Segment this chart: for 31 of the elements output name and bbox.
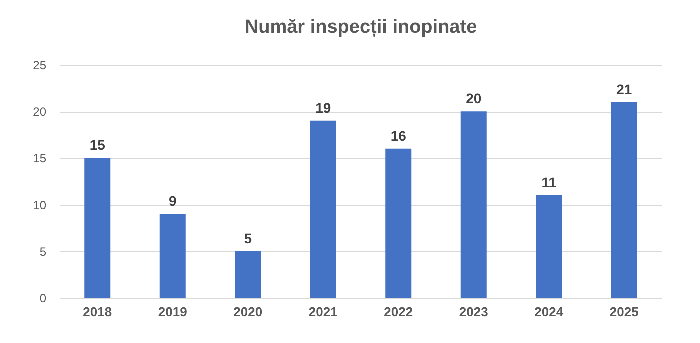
x-tick-label: 2024 — [534, 304, 564, 320]
x-tick-label: 2023 — [459, 304, 488, 320]
bar — [460, 112, 487, 298]
x-tick-label: 2021 — [308, 304, 338, 320]
data-label: 19 — [316, 100, 332, 116]
y-tick-label: 20 — [33, 105, 47, 120]
y-tick-label: 10 — [33, 198, 47, 212]
x-tick-label: 2020 — [234, 304, 263, 320]
chart-title: Număr inspecții inopinate — [244, 17, 478, 38]
y-tick-label: 15 — [33, 152, 47, 166]
bar — [611, 102, 638, 298]
bar — [536, 195, 562, 298]
data-label: 21 — [616, 81, 632, 98]
y-tick-label: 5 — [40, 244, 47, 259]
x-tick-label: 2025 — [610, 304, 639, 320]
data-label: 15 — [90, 137, 106, 154]
y-tick-label: 0 — [40, 292, 47, 306]
x-tick-label: 2019 — [158, 304, 188, 320]
data-label: 20 — [466, 90, 482, 107]
data-label: 11 — [542, 174, 557, 190]
y-tick-label: 25 — [33, 58, 47, 72]
bar — [310, 120, 336, 298]
data-label: 16 — [390, 128, 407, 144]
x-tick-label: 2018 — [83, 304, 112, 320]
bar — [235, 251, 262, 298]
data-label: 9 — [168, 193, 177, 210]
data-label: 5 — [244, 230, 252, 246]
bar — [84, 158, 111, 298]
x-tick-label: 2022 — [384, 304, 414, 320]
bar — [386, 148, 412, 298]
bar — [160, 214, 186, 298]
